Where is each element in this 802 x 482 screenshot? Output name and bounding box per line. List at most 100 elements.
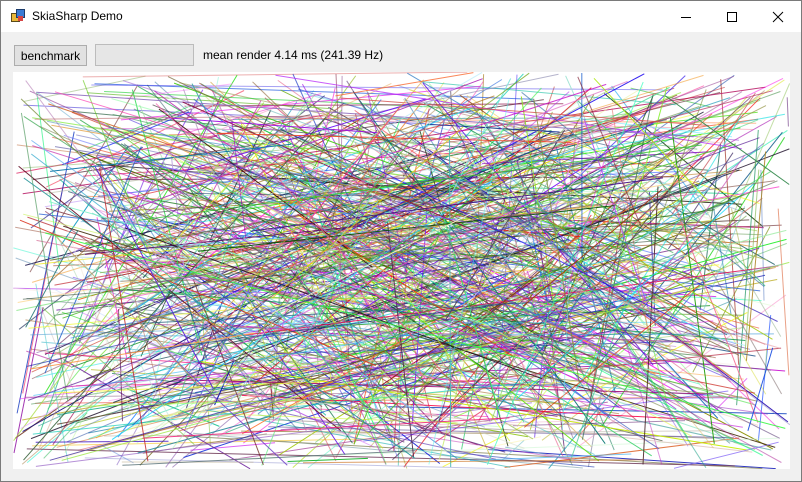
random-line [317, 290, 387, 465]
random-line [128, 118, 732, 381]
random-line [708, 83, 790, 272]
random-line [84, 457, 495, 469]
random-line [448, 220, 731, 444]
random-line [84, 165, 148, 247]
random-line [402, 97, 751, 409]
random-line [38, 272, 118, 449]
random-line [376, 168, 679, 321]
random-line [303, 165, 417, 272]
random-line [490, 149, 615, 451]
random-line [22, 234, 716, 300]
random-line [171, 123, 431, 450]
random-line [94, 166, 214, 389]
random-line [53, 121, 312, 264]
random-line [195, 206, 202, 390]
random-line [74, 298, 602, 328]
random-line [21, 83, 466, 465]
random-line [583, 118, 652, 318]
random-line [352, 165, 463, 215]
random-line [429, 363, 457, 384]
random-line [168, 149, 376, 415]
title-bar[interactable]: SkiaSharp Demo [1, 1, 801, 32]
random-line [211, 89, 387, 465]
random-line [393, 139, 616, 301]
random-line [577, 76, 642, 227]
random-line [122, 146, 657, 263]
random-line [39, 125, 734, 439]
random-line [428, 99, 510, 465]
random-line [521, 91, 765, 287]
random-line [341, 128, 463, 155]
minimize-button[interactable] [663, 1, 709, 32]
random-line [97, 155, 485, 226]
random-line [84, 225, 365, 255]
random-line [249, 180, 775, 252]
random-line [36, 91, 694, 138]
random-line [635, 155, 745, 312]
random-line [126, 109, 443, 411]
random-line [15, 257, 485, 428]
random-line [231, 120, 247, 239]
random-line [96, 263, 783, 391]
random-line [183, 367, 457, 458]
random-line [376, 120, 754, 130]
random-line [380, 204, 706, 398]
random-line [32, 381, 532, 435]
close-button[interactable] [755, 1, 801, 32]
random-line [353, 142, 371, 240]
random-line [61, 146, 129, 245]
random-line [653, 89, 707, 238]
random-line [432, 142, 609, 345]
random-line [486, 81, 644, 465]
random-line [175, 240, 255, 314]
random-line [461, 87, 675, 149]
random-line [335, 252, 600, 462]
random-line [18, 165, 342, 431]
random-line [204, 156, 531, 258]
benchmark-button[interactable]: benchmark [14, 45, 87, 66]
random-line [786, 97, 789, 127]
random-line [382, 91, 570, 258]
app-icon [11, 9, 25, 22]
random-line [577, 100, 766, 287]
random-line [197, 205, 615, 252]
random-line [90, 369, 568, 405]
random-line [236, 121, 650, 212]
random-line [124, 214, 300, 247]
random-line [49, 348, 445, 461]
random-line [427, 123, 560, 133]
random-line [111, 372, 390, 412]
random-line [476, 436, 542, 450]
random-line [387, 222, 415, 457]
random-line [13, 287, 741, 366]
random-line [86, 92, 330, 109]
random-line [323, 93, 380, 195]
random-line [24, 392, 353, 398]
random-line [146, 84, 396, 406]
skia-canvas[interactable] [13, 72, 790, 469]
random-line [41, 341, 751, 400]
random-line [63, 134, 737, 345]
random-line [130, 145, 518, 410]
random-line [346, 80, 510, 338]
random-line [232, 117, 562, 120]
random-line [215, 106, 476, 209]
maximize-button[interactable] [709, 1, 755, 32]
random-line [747, 347, 774, 431]
random-line [280, 129, 378, 300]
random-line [174, 82, 392, 185]
random-line [352, 91, 606, 444]
random-line [64, 80, 628, 294]
random-line [228, 178, 495, 293]
random-line [173, 379, 714, 395]
random-line [639, 188, 711, 241]
random-line [206, 77, 784, 362]
random-line [168, 131, 265, 136]
random-line [355, 83, 607, 166]
random-line [45, 232, 786, 429]
close-icon [772, 11, 784, 22]
random-line [455, 273, 641, 368]
random-line [495, 281, 593, 411]
random-line [569, 289, 631, 462]
